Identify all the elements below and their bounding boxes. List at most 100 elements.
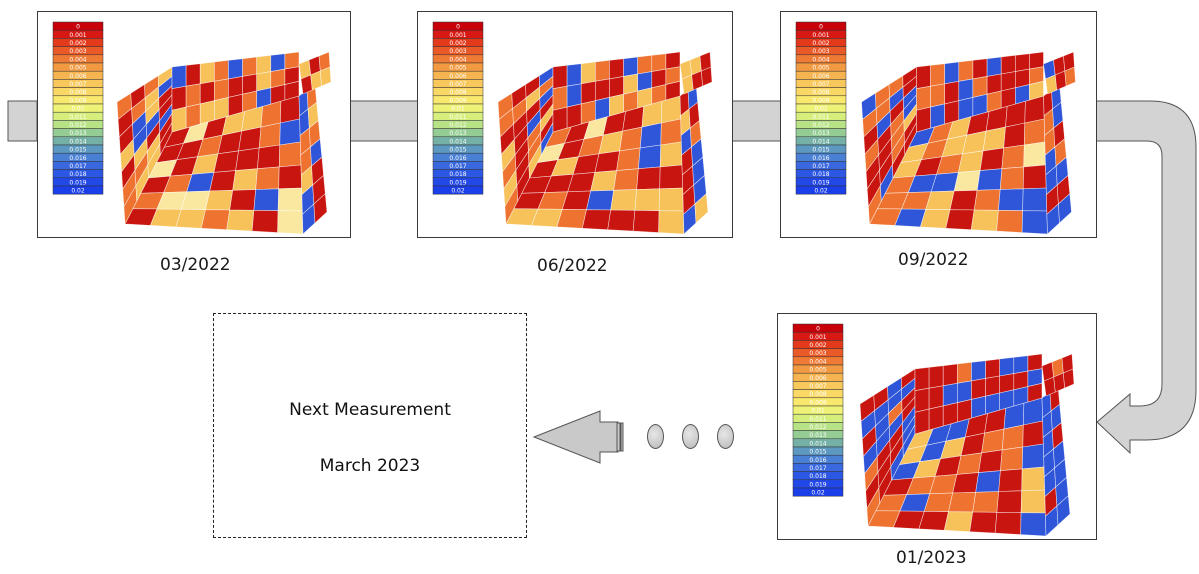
floor-cell <box>1022 420 1044 448</box>
legend-label: 0.015 <box>809 449 826 456</box>
back-wall-cell <box>942 382 958 407</box>
floor-cell <box>1021 210 1048 235</box>
legend-label: 0.001 <box>812 32 829 39</box>
floor-cell <box>973 189 1001 211</box>
floor-cell <box>581 209 612 231</box>
floor-cell <box>920 208 951 229</box>
back-wall-cell <box>972 76 988 98</box>
back-wall-cell <box>199 80 215 105</box>
legend-label: 0.01 <box>71 106 85 113</box>
floor-cell <box>1003 122 1026 149</box>
back-wall-cell <box>944 80 960 105</box>
floor-cell <box>660 118 682 146</box>
end-flap-cell <box>700 66 713 87</box>
floor-cell <box>970 209 999 232</box>
legend-label: 0.006 <box>69 73 86 80</box>
floor-cell <box>616 147 641 171</box>
floor-cell <box>255 166 280 190</box>
floor-cell <box>999 166 1025 190</box>
back-wall-cell <box>651 53 667 72</box>
back-wall-cell <box>916 64 931 90</box>
floor-cell <box>1001 144 1025 170</box>
floor-cell <box>1022 164 1047 190</box>
floor-cell <box>978 449 1003 473</box>
back-wall-cell <box>972 93 988 117</box>
back-wall-cell <box>552 64 568 90</box>
legend-label: 0.018 <box>449 171 466 178</box>
right-wall-cell <box>1058 193 1072 224</box>
back-wall-cell <box>185 83 201 108</box>
floor-cell <box>175 208 206 229</box>
tunnel-heatmap <box>861 51 1076 235</box>
measurement-panel-01-2023: 0 0.001 0.002 0.003 0.004 0.005 0.006 0.007 0.00… <box>777 313 1097 540</box>
back-wall-cell <box>566 63 582 87</box>
back-wall-cell <box>595 97 610 121</box>
color-legend: 00.0010.0020.0030.0040.0050.0060.0070.00… <box>792 323 844 497</box>
back-wall-cell <box>999 356 1015 377</box>
floor-cell <box>943 511 974 533</box>
legend-label: 0.014 <box>69 138 86 145</box>
back-wall-cell <box>958 78 974 102</box>
legend-swatch <box>795 185 847 195</box>
back-wall-cell <box>985 358 1000 379</box>
back-wall-cell <box>1029 51 1044 70</box>
back-wall-cell <box>914 408 930 435</box>
legend-label: 0.006 <box>809 375 826 382</box>
legend-label: 0 <box>816 326 820 333</box>
floor-cell <box>948 491 977 513</box>
floor-cell <box>976 168 1003 191</box>
back-wall-cell <box>609 76 624 98</box>
ellipsis-dot <box>682 424 699 449</box>
heatmap-figure: 00.0010.0020.0030.0040.0050.0060.0070.00… <box>52 21 332 235</box>
legend-label: 0.004 <box>809 358 826 365</box>
legend-label: 0.018 <box>69 171 86 178</box>
back-wall-cell <box>185 103 201 129</box>
legend-label: 0.006 <box>449 73 466 80</box>
floor-cell <box>969 511 998 534</box>
floor-cell <box>556 208 587 229</box>
back-wall-cell <box>566 83 582 108</box>
legend-label: 0.008 <box>449 89 466 96</box>
floor-cell <box>613 168 639 191</box>
floor-cell <box>1023 118 1046 146</box>
end-flap-cell <box>1062 368 1075 389</box>
floor-cell <box>229 189 257 211</box>
back-wall-cell <box>609 58 624 80</box>
date-label-2: 06/2022 <box>537 256 608 276</box>
legend-label: 0.003 <box>809 350 826 357</box>
floor-cell <box>945 209 975 231</box>
pipe-start <box>7 100 38 142</box>
floor-cell <box>610 189 638 211</box>
legend-label: 0.003 <box>69 48 86 55</box>
back-wall-cell <box>623 90 638 113</box>
pipe-curve-arrow <box>1095 100 1197 455</box>
back-wall-cell <box>986 90 1002 113</box>
back-wall-cell <box>916 85 931 111</box>
back-wall-cell <box>957 399 972 423</box>
back-wall-cell <box>985 375 1000 397</box>
back-wall-cell <box>665 51 681 70</box>
legend-label: 0.018 <box>809 473 826 480</box>
legend-label: 0.004 <box>812 56 829 63</box>
floor-cell <box>638 144 662 170</box>
back-wall-cell <box>986 56 1002 77</box>
legend-label: 0.003 <box>449 48 466 55</box>
back-wall-cell <box>256 54 272 75</box>
ellipsis-dot <box>647 424 664 449</box>
floor-cell <box>257 144 281 170</box>
floor-cell <box>607 209 636 232</box>
legend-label: 0.009 <box>449 97 466 104</box>
legend-label: 0.016 <box>809 457 826 464</box>
legend-label: 0.015 <box>812 147 829 154</box>
floor-cell <box>975 470 1001 493</box>
back-wall-cell <box>623 56 638 77</box>
back-wall-cell <box>1013 355 1029 374</box>
back-wall-cell <box>944 100 960 125</box>
back-wall-cell <box>242 73 257 95</box>
legend-label: 0.002 <box>69 40 86 47</box>
legend-label: 0.002 <box>812 40 829 47</box>
flow-pipe <box>7 100 1197 455</box>
legend-label: 0.002 <box>449 40 466 47</box>
legend-label: 0.019 <box>809 481 826 488</box>
back-wall-cell <box>971 360 986 382</box>
